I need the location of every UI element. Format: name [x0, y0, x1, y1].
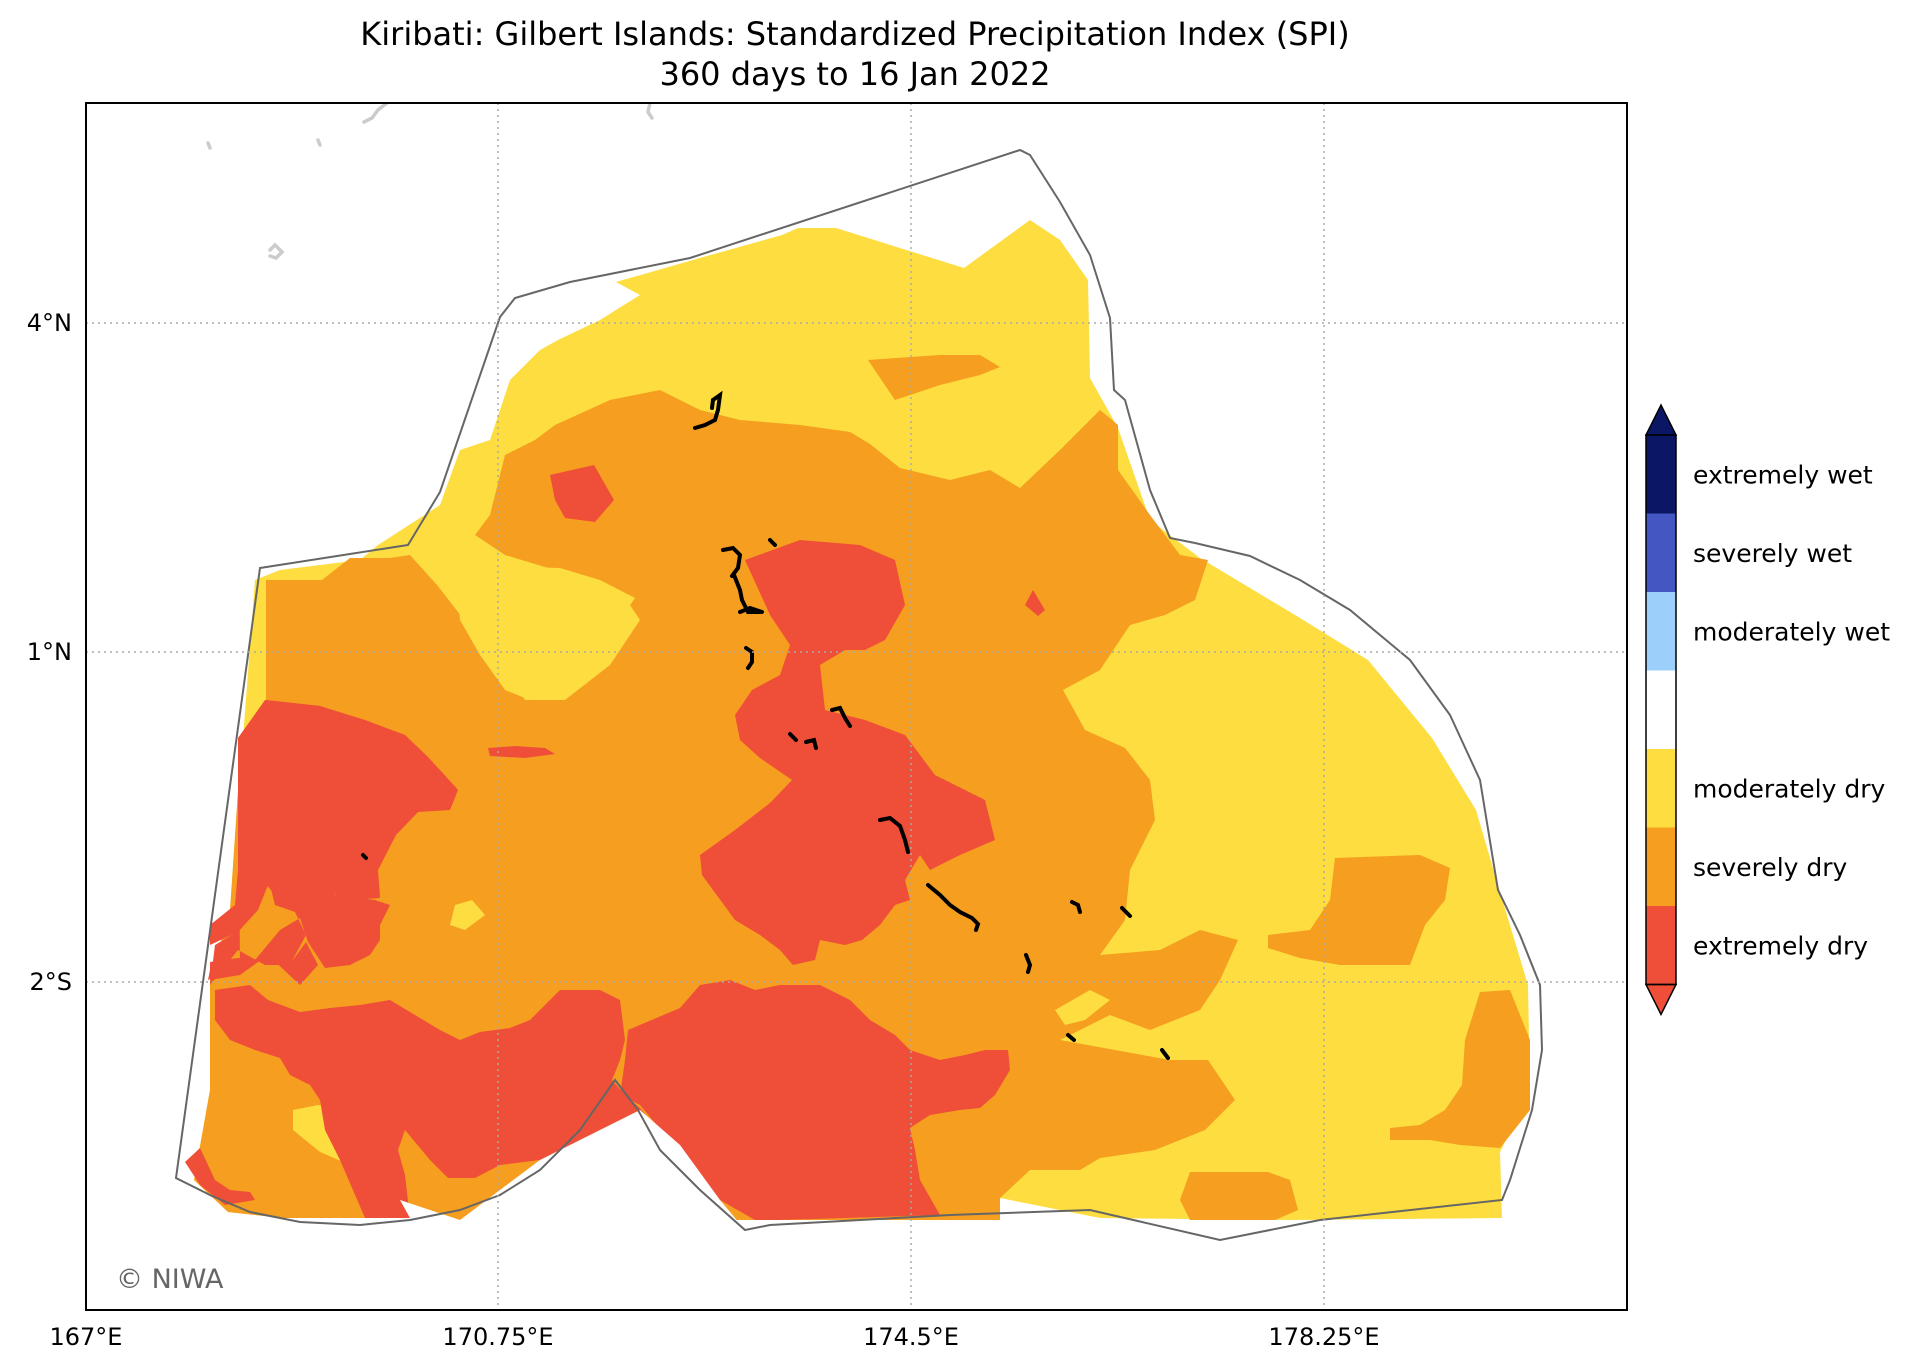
legend-label: moderately wet — [1693, 617, 1890, 646]
x-tick-label: 167°E — [50, 1323, 123, 1351]
extremely-dry-south-central — [620, 980, 1010, 1220]
coastline-2 — [646, 103, 654, 120]
legend-frame — [1645, 434, 1677, 986]
extremely-dry-west-main — [210, 700, 458, 985]
legend-swatch — [1646, 906, 1676, 985]
island-abemama — [830, 705, 852, 728]
island-onotoa — [1024, 953, 1033, 974]
legend-swatch — [1646, 670, 1676, 749]
title-line-2: 360 days to 16 Jan 2022 — [659, 55, 1051, 93]
x-tick-label: 174.5°E — [863, 1323, 959, 1351]
legend-extend-bottom — [1644, 983, 1678, 1017]
severely-dry-south-patch — [1180, 1172, 1298, 1220]
no-data-bottom — [180, 1110, 1505, 1300]
title-line-1: Kiribati: Gilbert Islands: Standardized … — [360, 15, 1350, 53]
island-makin — [693, 390, 723, 430]
island-tarawa — [738, 605, 764, 614]
legend-swatch — [1646, 749, 1676, 828]
extremely-dry-central — [700, 540, 995, 965]
severely-dry-region — [194, 390, 1238, 1220]
severely-dry-southeast-patch — [1390, 990, 1530, 1148]
legend-label: moderately dry — [1693, 774, 1886, 803]
moderately-dry-pocket-1 — [455, 565, 635, 700]
islands — [361, 390, 1170, 1060]
island-maiana — [744, 646, 754, 670]
island-arorae — [1160, 1048, 1170, 1060]
map-area: © NIWA — [116, 103, 1544, 1300]
legend-swatch — [1646, 592, 1676, 671]
island-abaiang — [732, 573, 762, 614]
spi-legend: extremely wet severely wet moderately wet m… — [1644, 403, 1890, 1017]
y-tick-label: 1°N — [27, 638, 72, 666]
extremely-dry-sw-corner — [185, 1148, 255, 1205]
legend-label: extremely wet — [1693, 460, 1873, 489]
island-banaba — [361, 853, 368, 860]
legend-swatch — [1646, 513, 1676, 592]
legend-label: severely dry — [1693, 853, 1848, 882]
island-abaiang-north — [768, 538, 777, 547]
gridlines — [86, 103, 1627, 1310]
island-tamana — [1066, 1033, 1076, 1042]
island-marakei — [721, 545, 743, 578]
island-beru — [1070, 900, 1082, 914]
legend-swatch — [1646, 435, 1676, 514]
map-title: Kiribati: Gilbert Islands: Standardized … — [0, 14, 1710, 94]
y-tick-label: 4°N — [27, 309, 72, 337]
island-nikunau — [1120, 906, 1132, 918]
extremely-dry-west-tip — [488, 746, 555, 758]
x-tick-label: 178.25°E — [1268, 1323, 1379, 1351]
legend-label: extremely dry — [1693, 931, 1868, 960]
map-frame — [85, 102, 1628, 1311]
extremely-dry-east-dot — [1025, 590, 1045, 616]
y-tick-label: 2°S — [29, 968, 72, 996]
legend-swatch — [1646, 827, 1676, 906]
outside-coastlines — [206, 103, 654, 261]
severely-dry-north-patch — [868, 355, 1000, 400]
coastline-3 — [206, 141, 212, 150]
island-nonouti — [878, 815, 910, 854]
island-butaritari-north — [710, 398, 715, 410]
legend-extend-top — [1644, 403, 1678, 436]
extremely-dry-north-pocket — [550, 465, 614, 522]
island-kuria — [788, 732, 798, 742]
coastline-4 — [316, 138, 322, 147]
extremely-dry-southwest — [215, 985, 665, 1220]
eez-boundary — [174, 148, 1544, 1242]
severely-dry-east-patch — [1268, 855, 1450, 965]
island-aranuka — [804, 737, 818, 750]
coastline-1 — [362, 103, 390, 124]
island-tabiteuea — [926, 883, 981, 932]
legend-label: severely wet — [1693, 539, 1852, 568]
moderately-dry-pocket-3 — [450, 900, 485, 930]
x-tick-label: 170.75°E — [442, 1323, 553, 1351]
credit-text: © NIWA — [116, 1264, 224, 1295]
coastline-5 — [268, 242, 285, 261]
moderately-dry-pocket-4 — [1055, 990, 1110, 1025]
